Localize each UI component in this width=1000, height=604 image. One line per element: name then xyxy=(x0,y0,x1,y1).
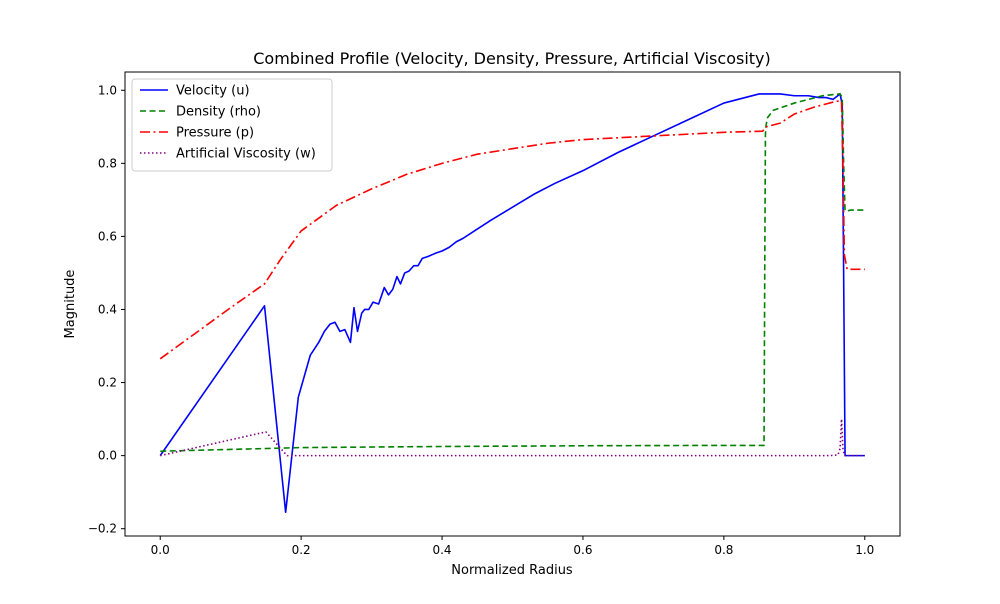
x-tick-label: 0.2 xyxy=(292,543,311,557)
plot-area xyxy=(159,93,865,514)
y-axis-label: Magnitude xyxy=(63,270,78,339)
legend-box xyxy=(131,78,333,172)
y-tick-label: 0.4 xyxy=(98,302,117,316)
axes: 0.0 0.2 0.4 0.6 0.8 1.0 −0.2 0.0 0.2 0.4 0.6 0.8 1.0 xyxy=(88,83,874,557)
legend-label: Artificial Viscosity (w) xyxy=(176,147,316,162)
series-line-0 xyxy=(159,93,865,514)
y-tick-label: 0.6 xyxy=(98,229,117,243)
legend-label: Density (rho) xyxy=(176,105,261,120)
y-tick-label: −0.2 xyxy=(88,522,117,536)
y-tick-label: 1.0 xyxy=(98,83,117,97)
legend-label: Pressure (p) xyxy=(176,126,254,141)
x-tick-label: 0.6 xyxy=(573,543,592,557)
series-line-1 xyxy=(160,93,865,453)
chart-title: Combined Profile (Velocity, Density, Pre… xyxy=(253,49,771,68)
y-tick-label: 0.2 xyxy=(98,376,117,390)
x-tick-label: 0.4 xyxy=(432,543,451,557)
series-line-3 xyxy=(160,418,865,457)
y-tick-label: 0.8 xyxy=(98,156,117,170)
x-tick-label: 0.8 xyxy=(714,543,733,557)
plot-frame xyxy=(124,71,901,537)
legend-label: Velocity (u) xyxy=(176,84,250,99)
y-tick-label: 0.0 xyxy=(98,449,117,463)
x-axis-label: Normalized Radius xyxy=(451,563,573,578)
x-tick-label: 1.0 xyxy=(855,543,874,557)
series-line-2 xyxy=(159,100,865,360)
legend: Velocity (u) Density (rho) Pressure (p) Art… xyxy=(131,78,333,172)
x-tick-label: 0.0 xyxy=(151,543,170,557)
